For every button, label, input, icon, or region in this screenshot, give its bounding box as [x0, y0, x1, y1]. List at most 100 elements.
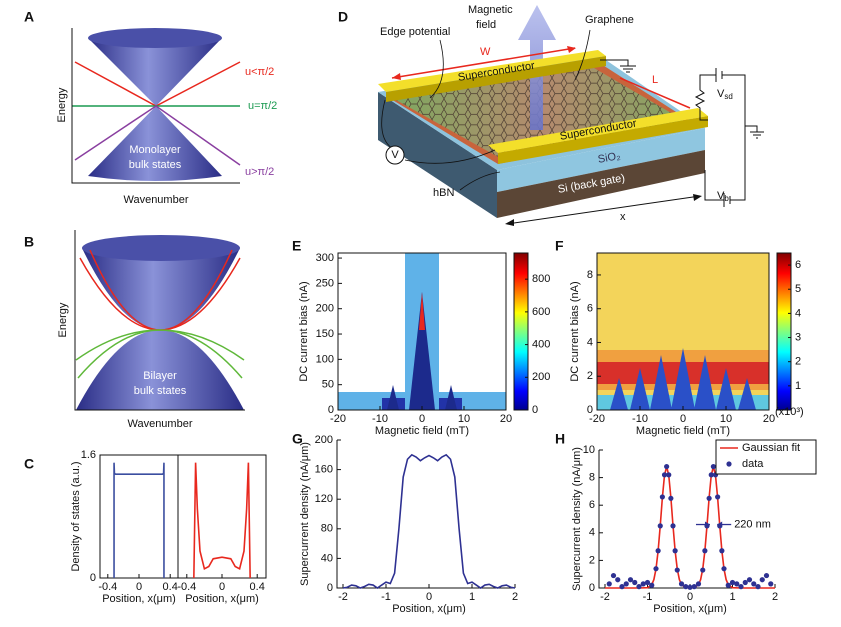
colorbar-label: 400	[532, 338, 550, 350]
colorbar	[776, 252, 792, 411]
data-point	[636, 584, 642, 590]
data-point	[708, 472, 714, 478]
data-point	[768, 581, 774, 587]
source-circuit	[694, 68, 746, 121]
x-tick-label: 1	[469, 591, 475, 603]
superconductor	[378, 50, 606, 92]
data-point	[615, 577, 621, 583]
colorbar-label: 0	[532, 404, 538, 416]
data-line	[342, 453, 516, 589]
label: b	[724, 194, 729, 203]
colorbar	[513, 252, 529, 411]
data-point	[659, 494, 665, 500]
x-tick-label: -0.4	[98, 581, 117, 593]
label: Graphene	[585, 14, 634, 26]
heat-lobe	[630, 368, 650, 410]
band-label: u<π/2	[245, 66, 274, 78]
data-point	[606, 581, 612, 587]
data-point	[655, 548, 661, 554]
heat-lobe	[716, 368, 736, 410]
data-point	[674, 567, 680, 573]
data-point	[721, 566, 727, 572]
heat-lobe	[694, 355, 716, 410]
y-tick-label: 250	[316, 277, 334, 289]
heat-lobe	[671, 348, 695, 410]
data-point	[644, 579, 651, 586]
y-tick-label: 50	[322, 379, 334, 391]
y-axis-label: Energy	[56, 87, 68, 122]
data-point	[729, 579, 736, 586]
x-axis-label: Magnetic field (mT)	[375, 425, 469, 437]
x-axis-label: Magnetic field (mT)	[636, 425, 730, 437]
colorbar-label: 3	[795, 331, 801, 343]
x-axis-label: Position, x(μm)	[392, 603, 466, 615]
colorbar-label: 6	[795, 259, 801, 271]
data-point	[683, 584, 689, 590]
y-tick-label: 200	[315, 434, 333, 446]
superconductor-side	[386, 56, 606, 102]
data-point	[610, 572, 617, 579]
legend-swatch	[726, 461, 732, 467]
y-tick-label: 6	[589, 499, 595, 511]
y-tick-label: 2	[589, 554, 595, 566]
data-line	[193, 462, 251, 579]
panel-letter: A	[24, 9, 34, 25]
bulk-label: bulk states	[129, 159, 182, 171]
heat-lobe	[650, 355, 672, 410]
label: Edge potential	[380, 26, 450, 38]
y-axis-label: DC current bias (nA)	[569, 281, 581, 381]
y-tick-label: 6	[587, 303, 593, 315]
data-point	[710, 463, 716, 470]
data-point	[619, 584, 625, 590]
y-tick-label: 10	[583, 444, 595, 456]
x-tick-label: -20	[589, 413, 605, 425]
x-tick-label: -20	[330, 413, 346, 425]
upper-paraboloid	[82, 248, 240, 330]
y-tick-label: 300	[316, 252, 334, 264]
colorbar-label: 2	[795, 356, 801, 368]
oxide-layer	[497, 128, 705, 192]
label: Vsd	[717, 88, 733, 101]
label: field	[476, 19, 496, 31]
y-axis-label: Density of states (a.u.)	[70, 461, 82, 571]
data-point	[649, 582, 655, 588]
x-tick-label: -1	[643, 591, 653, 603]
y-axis-label: DC current bias (nA)	[298, 281, 310, 381]
y-tick-label: 1.6	[81, 449, 96, 461]
x-tick-label: -1	[381, 591, 391, 603]
label: V	[717, 190, 725, 202]
data-point	[623, 581, 629, 587]
arrow-head	[392, 73, 401, 80]
panel-b: Bilayer bulk states Energy Wavenumber	[57, 230, 245, 430]
y-tick-label: 0	[90, 572, 96, 584]
gate-circuit	[704, 120, 764, 207]
x-axis-label: Wavenumber	[123, 194, 188, 206]
data-point	[670, 523, 676, 529]
lower-paraboloid	[76, 330, 244, 410]
band-label: u=π/2	[248, 100, 277, 112]
data-point	[678, 581, 685, 587]
length-arrow	[619, 77, 691, 109]
label: V	[717, 88, 725, 100]
x-tick-label: 0.4	[163, 581, 178, 593]
x-tick-label: -0.4	[177, 581, 196, 593]
cone-rim	[88, 28, 222, 48]
y-tick-label: 160	[315, 464, 333, 476]
data-point	[746, 577, 753, 583]
label: x	[620, 211, 626, 223]
bulk-label: Monolayer	[129, 144, 181, 156]
x-tick-label: -10	[372, 413, 388, 425]
legend-label: data	[742, 458, 764, 470]
ground	[600, 59, 636, 73]
x-tick-label: -10	[632, 413, 648, 425]
label: hBN	[433, 187, 454, 199]
x-tick-label: 0	[426, 591, 432, 603]
x-tick-label: 20	[763, 413, 775, 425]
data-point	[687, 584, 693, 590]
data-point	[734, 581, 740, 587]
y-tick-label: 0	[589, 582, 595, 594]
x-axis-label: Position, x(μm)	[102, 593, 176, 605]
data-point	[653, 566, 659, 572]
heat-lobe	[738, 378, 756, 410]
